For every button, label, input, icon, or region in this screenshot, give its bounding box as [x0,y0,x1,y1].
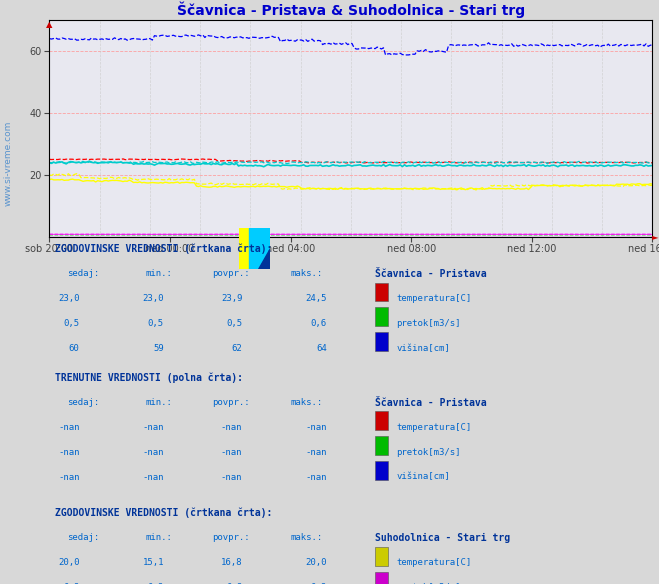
Text: 20,0: 20,0 [58,558,80,567]
Text: 59: 59 [154,344,164,353]
Text: pretok[m3/s]: pretok[m3/s] [396,319,461,328]
FancyBboxPatch shape [375,283,388,301]
Text: 0,8: 0,8 [63,583,80,584]
Text: min.:: min.: [146,398,173,407]
Text: -nan: -nan [221,423,243,432]
Text: 20,0: 20,0 [305,558,327,567]
Text: TRENUTNE VREDNOSTI (polna črta):: TRENUTNE VREDNOSTI (polna črta): [55,372,243,383]
Text: 23,0: 23,0 [58,294,80,303]
Text: maks.:: maks.: [291,398,323,407]
Text: -nan: -nan [142,472,164,482]
Text: ▲: ▲ [46,20,53,29]
Title: Ščavnica - Pristava & Suhodolnica - Stari trg: Ščavnica - Pristava & Suhodolnica - Star… [177,1,525,18]
Text: 23,9: 23,9 [221,294,243,303]
FancyBboxPatch shape [375,547,388,566]
Text: 0,8: 0,8 [148,583,164,584]
Text: 60: 60 [69,344,80,353]
Text: -nan: -nan [142,448,164,457]
Text: 0,8: 0,8 [226,583,243,584]
Text: 0,5: 0,5 [63,319,80,328]
Text: povpr.:: povpr.: [212,533,250,543]
Text: 0,8: 0,8 [310,583,327,584]
Text: 0,6: 0,6 [310,319,327,328]
FancyBboxPatch shape [375,436,388,455]
Text: Suhodolnica - Stari trg: Suhodolnica - Stari trg [375,533,510,544]
Text: temperatura[C]: temperatura[C] [396,558,471,567]
Text: ►: ► [652,232,659,241]
Text: min.:: min.: [146,533,173,543]
Polygon shape [249,228,270,269]
Text: -nan: -nan [221,472,243,482]
Text: 16,8: 16,8 [221,558,243,567]
Text: -nan: -nan [58,423,80,432]
FancyBboxPatch shape [375,461,388,480]
FancyBboxPatch shape [375,572,388,584]
Text: www.si-vreme.com: www.si-vreme.com [3,121,13,206]
Text: povpr.:: povpr.: [212,398,250,407]
Polygon shape [258,248,270,269]
Text: Ščavnica - Pristava: Ščavnica - Pristava [375,269,486,279]
FancyBboxPatch shape [375,332,388,351]
Text: sedaj:: sedaj: [67,269,100,278]
Text: ZGODOVINSKE VREDNOSTI (črtkana črta):: ZGODOVINSKE VREDNOSTI (črtkana črta): [55,508,273,518]
Text: maks.:: maks.: [291,269,323,278]
FancyBboxPatch shape [375,307,388,326]
Text: Ščavnica - Pristava: Ščavnica - Pristava [375,398,486,408]
Text: 64: 64 [316,344,327,353]
FancyBboxPatch shape [375,411,388,430]
Text: -nan: -nan [221,448,243,457]
Text: ZGODOVINSKE VREDNOSTI (črtkana črta):: ZGODOVINSKE VREDNOSTI (črtkana črta): [55,244,273,254]
Text: -nan: -nan [305,472,327,482]
Text: višina[cm]: višina[cm] [396,344,450,353]
Text: pretok[m3/s]: pretok[m3/s] [396,583,461,584]
Text: 23,0: 23,0 [142,294,164,303]
Text: 62: 62 [231,344,243,353]
Text: sedaj:: sedaj: [67,533,100,543]
Text: 24,5: 24,5 [305,294,327,303]
Text: 15,1: 15,1 [142,558,164,567]
Text: -nan: -nan [142,423,164,432]
Text: -nan: -nan [305,423,327,432]
Text: temperatura[C]: temperatura[C] [396,423,471,432]
Text: pretok[m3/s]: pretok[m3/s] [396,448,461,457]
Text: maks.:: maks.: [291,533,323,543]
Text: -nan: -nan [58,448,80,457]
Text: sedaj:: sedaj: [67,398,100,407]
Text: temperatura[C]: temperatura[C] [396,294,471,303]
Text: povpr.:: povpr.: [212,269,250,278]
Text: višina[cm]: višina[cm] [396,472,450,482]
Text: -nan: -nan [58,472,80,482]
Text: 0,5: 0,5 [226,319,243,328]
Text: 0,5: 0,5 [148,319,164,328]
Text: -nan: -nan [305,448,327,457]
Text: min.:: min.: [146,269,173,278]
